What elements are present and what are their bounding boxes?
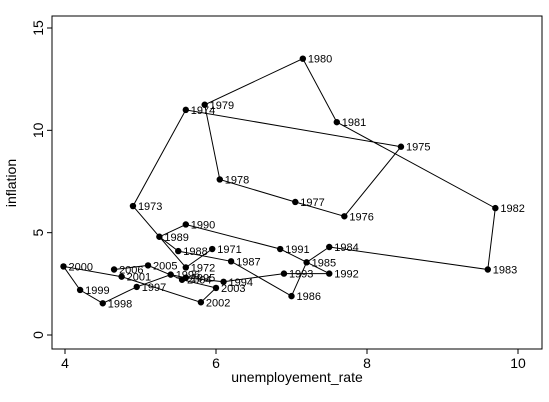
point-label-1982: 1982 — [500, 203, 524, 215]
data-point-1982 — [492, 204, 499, 212]
point-label-1992: 1992 — [334, 269, 358, 281]
point-label-1991: 1991 — [285, 244, 309, 256]
point-label-1975: 1975 — [406, 142, 430, 154]
data-point-1989 — [156, 233, 163, 240]
markers — [60, 55, 499, 307]
x-axis-title: unemployement_rate — [231, 369, 363, 385]
data-point-1996 — [167, 271, 174, 278]
point-label-1995: 1995 — [191, 273, 215, 285]
data-point-1972 — [182, 264, 189, 271]
data-point-1998 — [99, 300, 106, 307]
data-point-1984 — [326, 243, 333, 251]
x-tick-label: 8 — [363, 355, 371, 371]
data-point-1987 — [227, 258, 235, 265]
y-tick-label: 15 — [30, 20, 46, 36]
point-label-2000: 2000 — [68, 261, 92, 273]
x-axis: 4 6 8 10 — [61, 349, 526, 371]
data-point-1994 — [220, 278, 227, 285]
x-tick-label: 4 — [61, 355, 69, 371]
point-label-1999: 1999 — [85, 285, 109, 297]
point-label-2002: 2002 — [206, 297, 230, 309]
data-point-1999 — [76, 286, 84, 294]
point-label-1978: 1978 — [225, 174, 249, 186]
data-point-2000 — [60, 263, 67, 270]
point-label-2001: 2001 — [127, 272, 151, 284]
y-tick-label: 0 — [30, 331, 46, 339]
data-point-1981 — [333, 118, 340, 126]
data-point-1983 — [484, 266, 491, 273]
point-label-1976: 1976 — [349, 211, 373, 223]
point-label-2004: 2004 — [187, 275, 211, 287]
point-label-2006: 2006 — [119, 265, 143, 277]
data-point-1992 — [326, 270, 333, 277]
point-label-1985: 1985 — [312, 257, 336, 269]
data-point-2002 — [197, 299, 205, 306]
y-axis-title: inflation — [3, 159, 19, 207]
data-point-1974 — [182, 106, 189, 114]
point-label-1974: 1974 — [191, 105, 215, 117]
plot-frame — [51, 15, 543, 350]
data-point-1977 — [292, 198, 299, 206]
point-label-1996: 1996 — [176, 270, 200, 282]
point-label-1971: 1971 — [217, 244, 241, 256]
point-label-1973: 1973 — [138, 201, 162, 213]
data-point-1971 — [209, 245, 216, 253]
point-label-1997: 1997 — [142, 282, 166, 294]
data-point-2001 — [118, 273, 125, 280]
series-line — [62, 58, 496, 304]
point-label-1987: 1987 — [236, 256, 260, 268]
data-point-1978 — [216, 176, 223, 183]
data-point-2004 — [178, 276, 186, 283]
data-point-2006 — [110, 266, 118, 273]
y-tick-label: 10 — [30, 122, 46, 138]
data-point-1976 — [341, 213, 348, 220]
data-point-1997 — [133, 283, 140, 291]
data-point-1973 — [129, 202, 137, 210]
point-label-1977: 1977 — [300, 197, 324, 209]
data-point-1991 — [276, 245, 284, 253]
point-label-1979: 1979 — [210, 100, 234, 112]
data-point-1979 — [201, 101, 208, 108]
point-label-1988: 1988 — [183, 246, 207, 258]
point-label-1990: 1990 — [191, 219, 215, 231]
point-label-1994: 1994 — [229, 277, 253, 289]
point-label-1980: 1980 — [308, 54, 332, 66]
point-label-1989: 1989 — [164, 232, 188, 244]
point-label-2003: 2003 — [221, 283, 245, 295]
data-point-2003 — [212, 284, 220, 292]
point-label-1986: 1986 — [297, 291, 321, 303]
point-label-1972: 1972 — [191, 262, 215, 274]
data-point-1990 — [182, 221, 189, 228]
y-axis: 0 5 10 15 — [30, 20, 52, 339]
data-point-1975 — [397, 143, 405, 150]
x-tick-label: 6 — [212, 355, 220, 371]
point-label-1993: 1993 — [289, 269, 313, 281]
point-label-1983: 1983 — [493, 265, 517, 277]
data-point-2005 — [144, 262, 152, 269]
data-point-1993 — [280, 270, 288, 277]
data-point-1980 — [299, 55, 307, 62]
data-point-1986 — [288, 292, 295, 300]
y-tick-label: 5 — [30, 229, 46, 237]
x-tick-label: 10 — [510, 355, 526, 371]
point-label-1984: 1984 — [334, 242, 358, 254]
data-point-1988 — [175, 247, 182, 255]
point-label-2005: 2005 — [153, 260, 177, 272]
data-point-1985 — [303, 259, 310, 266]
point-label-1998: 1998 — [108, 298, 132, 310]
point-label-1981: 1981 — [342, 117, 366, 129]
